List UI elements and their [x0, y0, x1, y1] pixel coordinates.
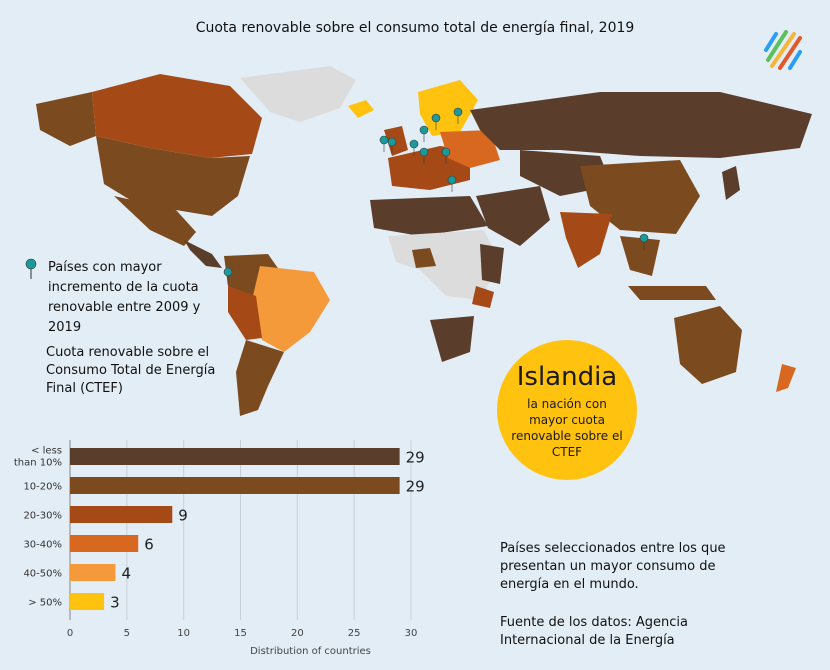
map-australia: [674, 306, 742, 384]
category-label: < less: [31, 446, 62, 457]
pin-marker-colombia: [223, 267, 233, 284]
map-north-africa: [370, 196, 488, 236]
map-iceland: [348, 100, 374, 118]
bar: [70, 593, 105, 610]
highlight-circle: Islandia la nación con mayor cuota renov…: [497, 340, 637, 480]
bar-value-label: 29: [406, 478, 425, 496]
map-russia: [470, 92, 812, 158]
map-mozambique: [472, 286, 494, 308]
category-label: 20-30%: [23, 511, 62, 522]
pin-legend-text: Países con mayor incremento de la cuota …: [48, 260, 201, 335]
bar: [70, 506, 173, 523]
pin-marker-uk: [379, 135, 389, 152]
pin-marker-poland: [441, 147, 451, 164]
category-label: > 50%: [28, 598, 62, 609]
bar: [70, 564, 116, 581]
category-label: 40-50%: [23, 569, 62, 580]
map-brazil: [252, 266, 330, 352]
pin-marker-ireland: [387, 137, 397, 154]
x-tick-label: 10: [177, 628, 190, 639]
map-greenland: [240, 66, 356, 122]
map-india: [560, 212, 612, 268]
x-tick-label: 20: [291, 628, 304, 639]
x-axis-label: Distribution of countries: [250, 646, 371, 657]
map-central-america: [184, 240, 222, 268]
map-mexico: [114, 196, 196, 246]
pin-legend-icon: [25, 258, 37, 279]
pin-marker-germany: [419, 147, 429, 164]
x-tick-label: 0: [67, 628, 73, 639]
highlight-subtitle: la nación con mayor cuota renovable sobr…: [511, 397, 623, 459]
pin-markers: [223, 107, 649, 284]
bar-value-label: 4: [121, 565, 131, 583]
category-label: than 10%: [14, 458, 62, 469]
x-tick-label: 25: [348, 628, 361, 639]
pin-marker-finland: [453, 107, 463, 124]
map-nigeria: [412, 248, 436, 268]
map-south-africa: [430, 316, 474, 362]
source-text: Fuente de los datos: Agencia Internacion…: [500, 615, 688, 648]
pin-marker-vietnam: [639, 233, 649, 250]
map-east-africa: [480, 244, 504, 284]
bar-value-label: 6: [144, 536, 154, 554]
highlight-title: Islandia: [516, 362, 618, 392]
bar: [70, 448, 400, 465]
map-canada: [92, 74, 262, 158]
pin-marker-norway: [431, 113, 441, 130]
category-label: 10-20%: [23, 482, 62, 493]
note-text: Países seleccionados entre los que prese…: [500, 541, 726, 592]
bar-value-label: 3: [110, 594, 120, 612]
bar: [70, 535, 139, 552]
map-new-zealand: [776, 364, 796, 392]
map-japan: [722, 166, 740, 200]
map-usa: [96, 136, 250, 216]
map-argentina: [236, 340, 284, 416]
map-middle-east: [476, 186, 550, 246]
bar-value-label: 9: [178, 507, 188, 525]
pin-marker-italy: [447, 175, 457, 192]
map-eastern-europe: [440, 130, 500, 168]
map-central-africa: [388, 230, 500, 300]
chart-title: Cuota renovable sobre el consumo total d…: [195, 20, 635, 36]
x-tick-label: 15: [234, 628, 247, 639]
map-southeast-asia: [620, 236, 660, 276]
pin-marker-denmark: [419, 125, 429, 142]
x-tick-label: 30: [405, 628, 418, 639]
bar-value-label: 29: [406, 449, 425, 467]
category-label: 30-40%: [23, 540, 62, 551]
share-legend-text: Cuota renovable sobre el Consumo Total d…: [46, 345, 216, 396]
pin-marker-netherlands: [409, 139, 419, 156]
map-alaska: [36, 92, 96, 146]
bar: [70, 477, 400, 494]
striped-logo-icon: [764, 30, 802, 70]
map-scandinavia: [418, 80, 478, 136]
world-map: [36, 66, 812, 416]
x-tick-label: 5: [124, 628, 130, 639]
map-peru: [228, 286, 262, 340]
map-colombia: [224, 254, 282, 298]
map-indonesia: [628, 286, 716, 300]
